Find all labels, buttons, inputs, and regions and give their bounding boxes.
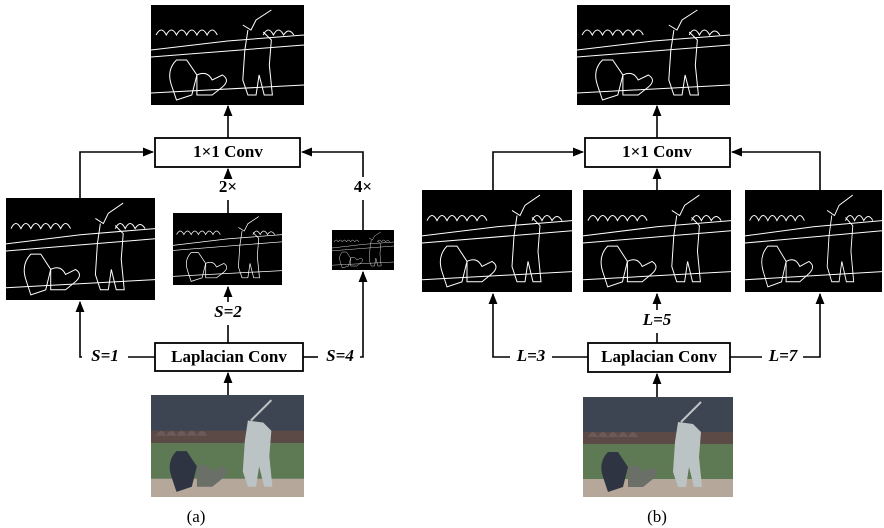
edge-image	[583, 190, 731, 292]
caption: (a)	[187, 507, 206, 526]
panel-b: 1×1 Conv Laplacian Conv L=3 L=5 L=7 (b)	[422, 5, 882, 526]
input-image	[151, 395, 304, 497]
edge-image	[6, 198, 155, 300]
caption: (b)	[647, 507, 667, 526]
edge-image	[332, 230, 394, 270]
arrow	[493, 152, 583, 190]
branch-label: L=7	[768, 346, 799, 365]
diagram: 1×1 Conv 2× 4× Laplacian Conv S=1 S=2 S=…	[0, 0, 884, 528]
output-image	[577, 5, 730, 105]
arrow	[732, 152, 820, 190]
arrow	[80, 302, 82, 357]
upsample-label: 4×	[354, 177, 372, 196]
arrow	[360, 272, 363, 357]
edge-image	[422, 190, 572, 292]
branch-label: L=5	[642, 310, 672, 329]
conv-label: 1×1 Conv	[622, 142, 692, 161]
laplacian-label: Laplacian Conv	[601, 347, 717, 366]
laplacian-label: Laplacian Conv	[171, 347, 287, 366]
panel-a: 1×1 Conv 2× 4× Laplacian Conv S=1 S=2 S=…	[6, 5, 394, 526]
output-image	[151, 5, 304, 105]
upsample-label: 2×	[219, 177, 237, 196]
conv-label: 1×1 Conv	[193, 142, 263, 161]
arrow	[803, 294, 820, 357]
edge-image	[173, 213, 282, 285]
arrow	[302, 152, 363, 177]
arrow	[493, 294, 510, 357]
branch-label: S=1	[91, 346, 119, 365]
input-image	[583, 397, 733, 497]
branch-label: S=4	[326, 346, 354, 365]
branch-label: L=3	[516, 346, 546, 365]
arrow	[80, 152, 153, 198]
edge-image	[745, 190, 882, 292]
branch-label: S=2	[214, 302, 242, 321]
